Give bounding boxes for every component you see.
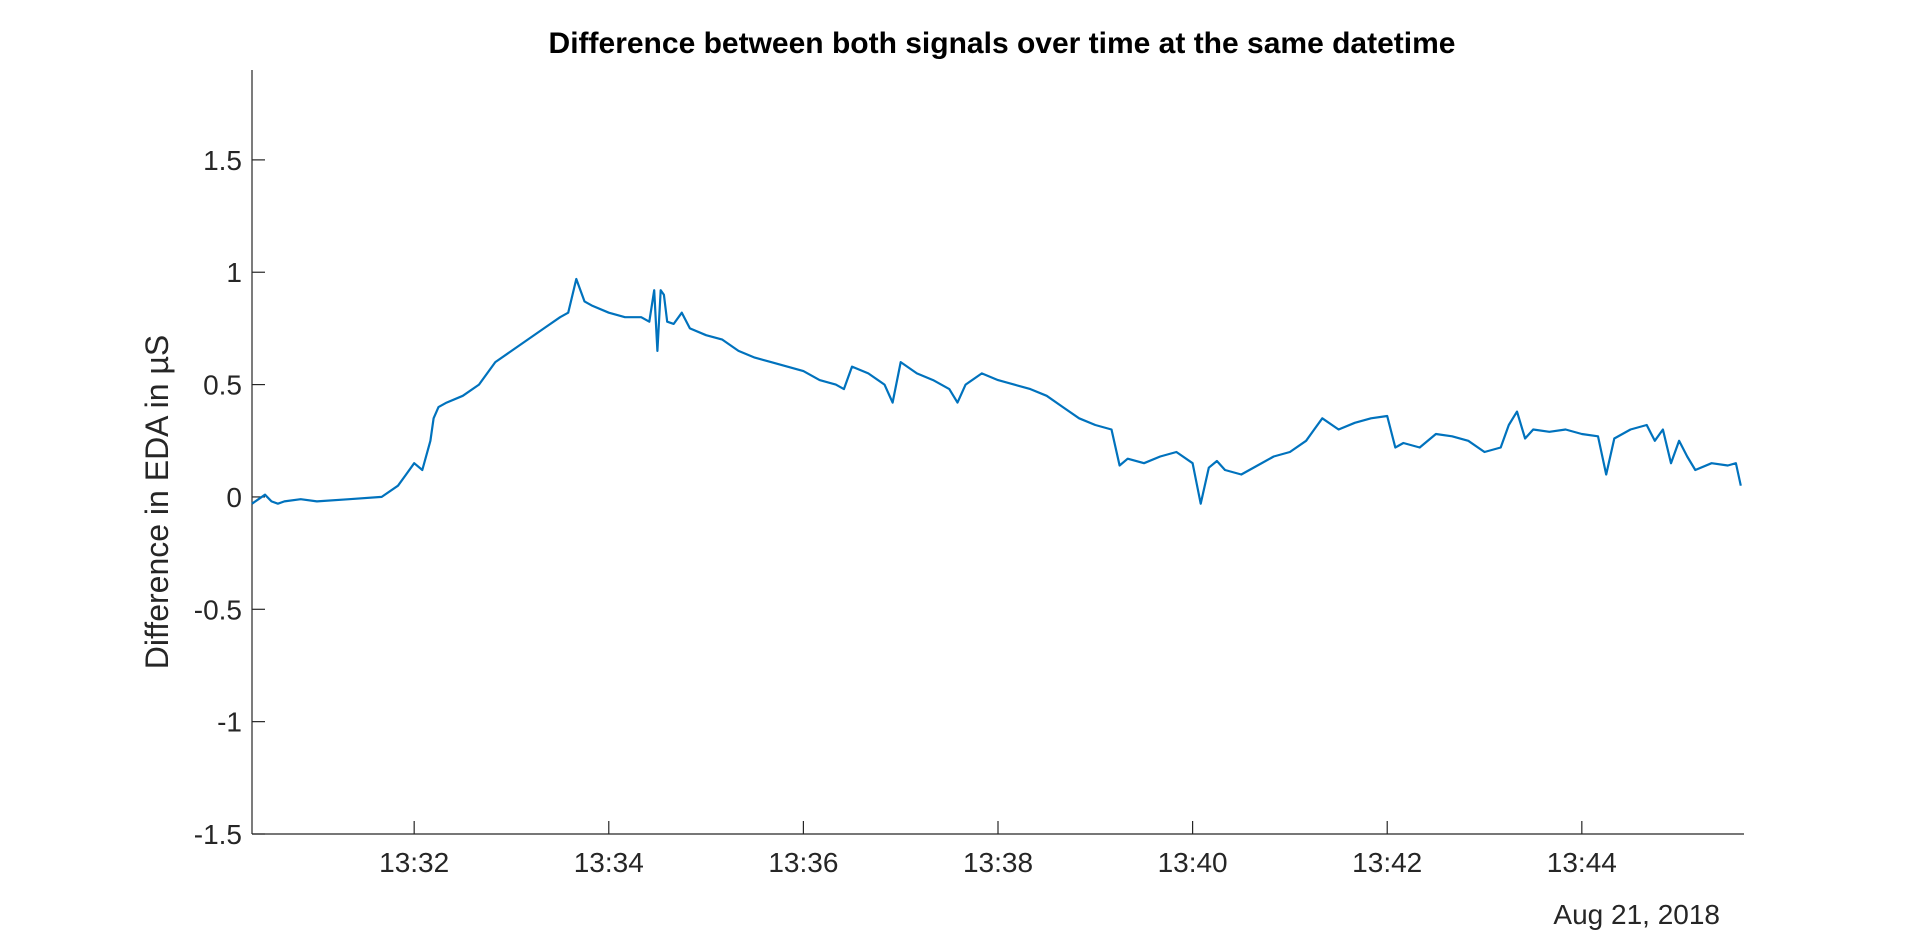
y-tick-label: -1 — [217, 707, 242, 738]
x-tick-label: 13:34 — [574, 847, 644, 878]
axes — [251, 70, 1744, 835]
y-ticks: -1.5 -1 -0.5 0 0.5 1 1.5 — [194, 145, 265, 850]
x-tick-label: 13:44 — [1547, 847, 1617, 878]
y-tick-label: 1 — [226, 257, 242, 288]
date-label: Aug 21, 2018 — [1553, 899, 1720, 930]
x-tick-label: 13:38 — [963, 847, 1033, 878]
x-tick-label: 13:32 — [379, 847, 449, 878]
y-tick-label: 0 — [226, 482, 242, 513]
y-axis-label: Difference in EDA in µS — [139, 335, 175, 669]
x-ticks: 13:32 13:34 13:36 13:38 13:40 13:42 13:44 — [379, 821, 1617, 878]
x-tick-label: 13:36 — [768, 847, 838, 878]
chart-title: Difference between both signals over tim… — [549, 27, 1456, 60]
y-tick-label: 1.5 — [203, 145, 242, 176]
x-tick-label: 13:42 — [1352, 847, 1422, 878]
y-tick-label: -1.5 — [194, 819, 242, 850]
x-tick-label: 13:40 — [1158, 847, 1228, 878]
y-tick-label: 0.5 — [203, 370, 242, 401]
y-tick-label: -0.5 — [194, 594, 242, 625]
series-line — [251, 277, 1742, 505]
